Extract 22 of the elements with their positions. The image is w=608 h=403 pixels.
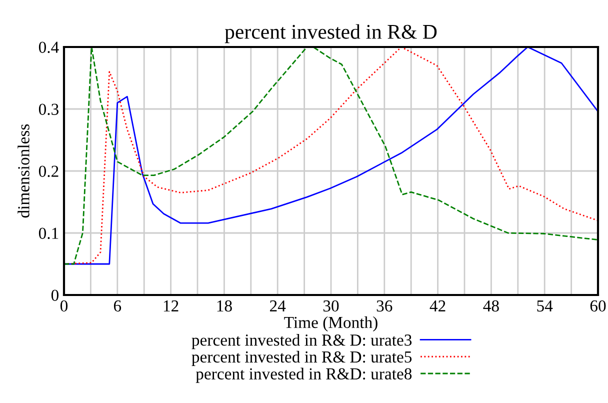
x-tick-label: 48: [483, 300, 499, 312]
x-tick-label: 36: [376, 300, 392, 312]
x-tick-label: 6: [114, 300, 122, 312]
x-tick-label: 60: [590, 300, 606, 312]
y-tick-label: 0.3: [38, 104, 58, 116]
x-tick-label: 54: [537, 300, 553, 312]
y-tick-label: 0.1: [38, 228, 58, 240]
legend-label: percent invested in R&D: urate8: [196, 368, 412, 383]
x-tick-label: 0: [60, 300, 68, 312]
y-axis-title: dimensionless: [18, 124, 30, 218]
y-tick-label: 0: [51, 290, 59, 301]
chart-title: percent invested in R& D: [224, 24, 437, 44]
x-tick-label: 12: [164, 300, 178, 312]
y-tick-label: 0.4: [38, 42, 59, 54]
y-tick-label: 0.2: [38, 166, 58, 178]
x-tick-label: 24: [270, 300, 286, 312]
x-axis-title: Time (Month): [284, 316, 378, 332]
x-tick-label: 30: [323, 300, 339, 312]
x-tick-label: 42: [430, 300, 446, 312]
legend-label: percent invested in R& D: urate5: [192, 350, 412, 366]
x-tick-label: 18: [217, 300, 232, 312]
legend-label: percent invested in R& D: urate3: [192, 334, 412, 350]
